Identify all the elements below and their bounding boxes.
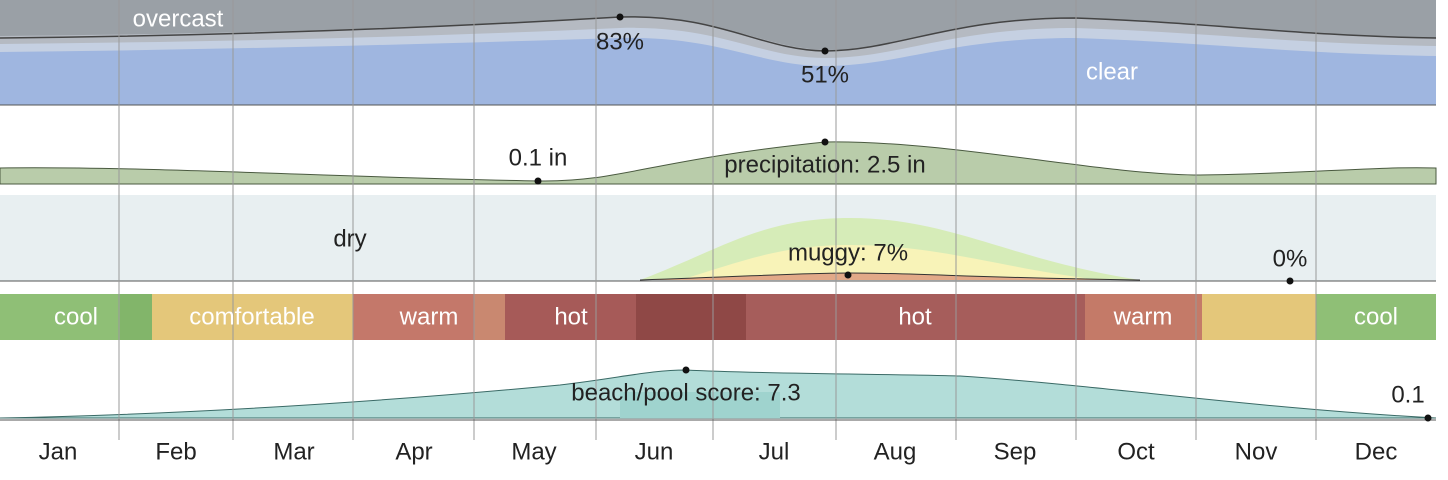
annotation: 0% — [1273, 245, 1308, 272]
cloud-label: clear — [1086, 58, 1138, 85]
x-tick-label: Dec — [1355, 438, 1398, 465]
x-tick-label: Jun — [635, 438, 674, 465]
x-tick-label: Mar — [273, 438, 314, 465]
temp-band — [505, 294, 636, 340]
band-label: warm — [399, 303, 459, 330]
temp-band — [1202, 294, 1316, 340]
temp-band — [1085, 294, 1202, 340]
cloud-label: overcast — [133, 5, 224, 32]
band-label: hot — [554, 303, 588, 330]
temp-band — [474, 294, 505, 340]
band-label: warm — [1113, 303, 1173, 330]
humidity-label: dry — [333, 225, 366, 252]
x-tick-label: Feb — [155, 438, 196, 465]
annotation: muggy: 7% — [788, 239, 908, 266]
x-tick-label: Jan — [39, 438, 78, 465]
beach-band — [620, 392, 780, 418]
precip-area — [0, 141, 1437, 185]
x-tick-label: Oct — [1117, 438, 1155, 465]
muggy-area — [639, 272, 1141, 281]
annotation: 0.1 — [1391, 381, 1424, 408]
markers — [534, 13, 1432, 422]
temp-band — [636, 294, 746, 340]
temp-band — [152, 294, 353, 340]
band-label: cool — [54, 303, 98, 330]
band-label: comfortable — [189, 303, 314, 330]
annotation: 0.1 in — [509, 144, 568, 171]
cloud-line — [0, 16, 1437, 52]
x-axis: Jan Feb Mar Apr May Jun Jul Aug Sep Oct Nov Dec — [39, 438, 1398, 465]
temp-band — [120, 294, 152, 340]
annotation: precipitation: 2.5 in — [724, 151, 925, 178]
temp-band — [1316, 294, 1436, 340]
x-tick-label: Sep — [994, 438, 1037, 465]
x-tick-label: Aug — [874, 438, 917, 465]
month-lines — [118, 0, 1317, 440]
annotation: 83% — [596, 28, 644, 55]
band-label: hot — [898, 303, 932, 330]
x-tick-label: Jul — [759, 438, 790, 465]
temp-band — [746, 294, 1085, 340]
clear-area — [0, 37, 1436, 105]
annotation: 51% — [801, 61, 849, 88]
x-tick-label: May — [511, 438, 556, 465]
humidity-band — [680, 245, 1100, 280]
x-tick-label: Nov — [1235, 438, 1278, 465]
annotation: beach/pool score: 7.3 — [571, 379, 801, 406]
x-tick-label: Apr — [395, 438, 432, 465]
band-label: cool — [1354, 303, 1398, 330]
